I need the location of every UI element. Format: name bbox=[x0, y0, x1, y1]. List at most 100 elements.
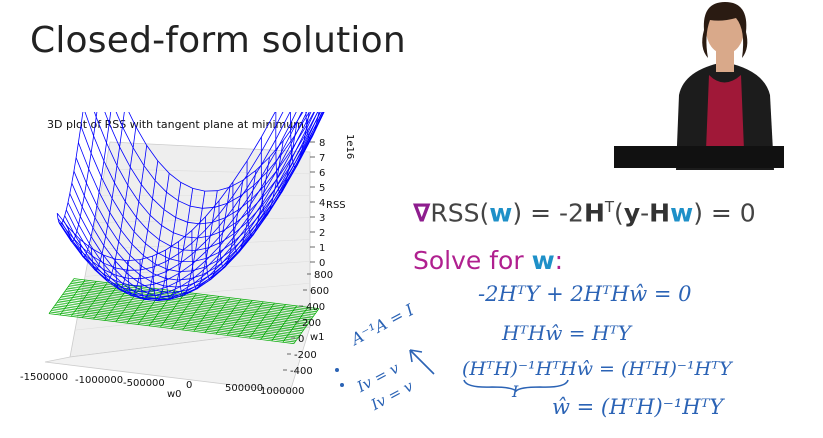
x-tick-label: 500000 bbox=[225, 383, 263, 394]
plane-line-u bbox=[215, 298, 242, 335]
rss-3d-plot: 3D plot of RSS with tangent plane at min… bbox=[20, 16, 390, 412]
eq-close: ) = 0 bbox=[693, 198, 756, 228]
plane-line-u bbox=[226, 300, 253, 336]
lectern bbox=[614, 146, 784, 168]
slide-title: Closed-form solution bbox=[30, 20, 406, 61]
plane-line-u bbox=[193, 296, 220, 332]
plane-line-v bbox=[62, 294, 308, 325]
surface-line-u bbox=[218, 180, 244, 269]
surface-line-v bbox=[94, 19, 342, 192]
eq-transpose: T bbox=[604, 198, 615, 216]
plane-line-u bbox=[237, 301, 264, 337]
hw-line2: HᵀHŵ = HᵀY bbox=[502, 321, 631, 345]
x-tick-label: -1500000 bbox=[20, 372, 68, 383]
hw-line4: ŵ = (HᵀH)⁻¹HᵀY bbox=[552, 395, 724, 419]
surface-line-v bbox=[78, 99, 330, 273]
eq-open: ( bbox=[614, 198, 624, 228]
presenter-hair bbox=[702, 2, 748, 58]
x-tick-label: 0 bbox=[186, 380, 192, 391]
hw-line1: -2HᵀY + 2HᵀHŵ = 0 bbox=[478, 282, 692, 306]
solve-colon: : bbox=[554, 246, 564, 275]
solve-text: Solve for bbox=[413, 246, 532, 275]
y-axis-ticks: -400 -200 0 200 400 600 800 bbox=[283, 270, 333, 377]
eq-eq-part: ) = -2 bbox=[512, 198, 584, 228]
surface-line-v bbox=[85, 78, 335, 239]
plane-line-v bbox=[71, 281, 317, 313]
plane-line-u bbox=[182, 294, 208, 331]
y-tick-label: -200 bbox=[294, 350, 317, 361]
eq-minus: - bbox=[640, 198, 650, 228]
rss-3d-plot-svg: 3D plot of RSS with tangent plane at min… bbox=[20, 16, 355, 400]
y-tick-label: 200 bbox=[302, 318, 321, 329]
surface-line-u bbox=[275, 110, 298, 194]
hw-bullets-arrow bbox=[335, 349, 435, 387]
z-tick-label: 5 bbox=[319, 183, 325, 194]
plane-line-u bbox=[293, 308, 320, 344]
x-axis-label: w0 bbox=[167, 389, 182, 400]
presenter-shirt bbox=[706, 75, 744, 150]
z-tick-label: 3 bbox=[319, 213, 325, 224]
z-tick-label: 1 bbox=[319, 243, 325, 254]
presenter-video bbox=[604, 0, 823, 170]
plane-line-u bbox=[282, 307, 309, 343]
x-tick-label: 1000000 bbox=[260, 386, 305, 397]
surface-line-v bbox=[91, 44, 339, 209]
y-tick-label: 600 bbox=[310, 286, 329, 297]
eq-y: y bbox=[623, 198, 641, 228]
z-tick-label: 4 bbox=[319, 198, 325, 209]
back-gridline bbox=[104, 168, 311, 175]
z-scale-label: 1e16 bbox=[344, 134, 355, 159]
eq-w: w bbox=[489, 198, 513, 228]
eq-rss: RSS( bbox=[430, 198, 490, 228]
z-tick-label: 2 bbox=[319, 228, 325, 239]
y-tick-label: 800 bbox=[314, 270, 333, 281]
x-tick-label: -1000000 bbox=[75, 375, 123, 386]
plane-line-u bbox=[249, 302, 275, 339]
surface-line-v bbox=[88, 66, 337, 225]
surface-line-u bbox=[232, 170, 257, 254]
surface-line-u bbox=[260, 136, 284, 217]
plane-line-v bbox=[64, 290, 310, 322]
surface-line-v bbox=[75, 103, 329, 281]
surface-line-u bbox=[205, 187, 231, 281]
eq-h: H bbox=[583, 198, 605, 228]
plane-line-v bbox=[48, 313, 295, 344]
hw-line3: (HᵀH)⁻¹HᵀHŵ = (HᵀH)⁻¹HᵀY bbox=[462, 358, 732, 380]
plane-line-v bbox=[61, 295, 307, 327]
eq-w2: w bbox=[670, 198, 694, 228]
y-tick-label: -400 bbox=[290, 366, 313, 377]
plane-line-v bbox=[63, 292, 309, 324]
y-tick-label: 400 bbox=[306, 302, 325, 313]
z-tick-label: 7 bbox=[319, 153, 325, 164]
plane-line-v bbox=[70, 283, 316, 314]
surface-line-v bbox=[80, 94, 332, 263]
plane-line-v bbox=[68, 286, 314, 317]
surface-line-u bbox=[289, 81, 312, 168]
y-tick-label: 0 bbox=[298, 334, 304, 345]
back-gridline bbox=[89, 239, 311, 250]
y-axis-label: w1 bbox=[310, 332, 325, 343]
plane-line-u bbox=[260, 304, 286, 340]
nabla-symbol: ∇ bbox=[413, 198, 431, 228]
z-tick-label: 0 bbox=[319, 258, 325, 269]
plane-line-v bbox=[67, 287, 313, 319]
plane-line-u bbox=[271, 305, 297, 342]
gradient-equation: ∇RSS(w) = -2HT(y-Hw) = 0 bbox=[413, 198, 756, 227]
hw-underbrace bbox=[463, 379, 569, 392]
z-axis-label: RSS bbox=[326, 200, 346, 211]
x-tick-label: -500000 bbox=[123, 378, 165, 389]
z-axis-ticks: 0 1 2 3 4 5 6 7 8 bbox=[310, 138, 325, 269]
plane-line-u bbox=[204, 297, 231, 333]
eq-h2: H bbox=[649, 198, 671, 228]
plane-line-v bbox=[65, 289, 312, 321]
solve-for-w: Solve for w: bbox=[413, 246, 563, 275]
surface-line-v bbox=[73, 106, 327, 288]
tangent-plane bbox=[48, 278, 320, 344]
surface-line-v bbox=[83, 87, 333, 251]
z-tick-label: 6 bbox=[319, 168, 325, 179]
plane-line-v bbox=[69, 284, 315, 316]
solve-w: w bbox=[531, 246, 555, 275]
hw-identity-I: I bbox=[512, 382, 519, 401]
floor-panel bbox=[44, 326, 311, 393]
